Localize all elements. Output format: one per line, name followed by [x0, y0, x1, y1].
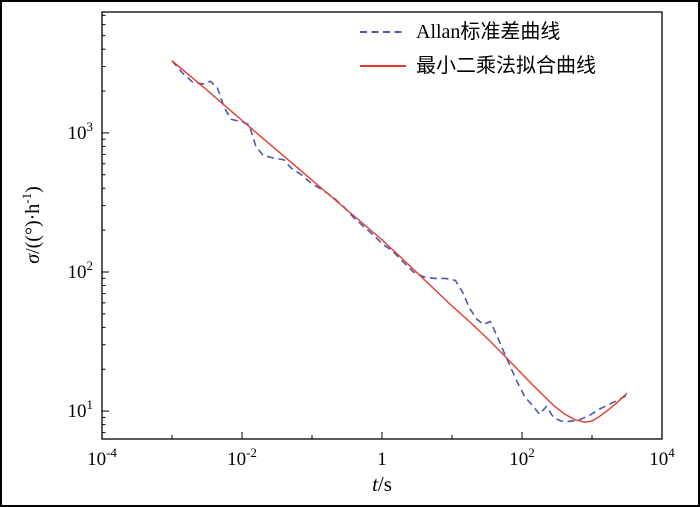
x-tick-label: 102 — [509, 445, 535, 470]
legend: Allan标准差曲线 最小二乘法拟合曲线 — [360, 18, 596, 80]
legend-item-fit: 最小二乘法拟合曲线 — [360, 52, 596, 80]
y-axis-unit-exponent: -1 — [19, 192, 35, 204]
x-tick-label: 10-4 — [87, 445, 117, 470]
x-axis-ticks: 10-4 10-2 1 102 104 — [87, 432, 675, 470]
x-tick-label: 1 — [377, 449, 387, 470]
legend-label-fit: 最小二乘法拟合曲线 — [416, 55, 596, 77]
allan-curve-dashed-line-swatch — [360, 31, 406, 33]
y-axis-unit: /((°)·h — [21, 203, 44, 254]
y-axis-label: σ/((°)·h-1) — [19, 186, 45, 264]
series-line-0 — [171, 60, 628, 423]
y-tick-label: 101 — [68, 397, 94, 422]
x-axis-variable: t — [372, 472, 378, 496]
x-tick-label: 10-2 — [227, 445, 257, 470]
series-line-1 — [171, 60, 628, 423]
y-tick-label: 103 — [68, 119, 94, 144]
y-tick-label: 102 — [68, 258, 94, 283]
x-axis-unit: /s — [377, 472, 392, 496]
y-axis-variable: σ — [21, 253, 44, 264]
fit-curve-solid-line-swatch — [360, 65, 406, 67]
legend-label-allan: Allan标准差曲线 — [416, 21, 561, 43]
y-axis-unit-close: ) — [21, 186, 44, 193]
x-tick-label: 104 — [649, 445, 675, 470]
legend-item-allan: Allan标准差曲线 — [360, 18, 596, 46]
y-axis-ticks: 101 102 103 — [68, 14, 109, 434]
x-axis-label: t/s — [102, 472, 662, 497]
